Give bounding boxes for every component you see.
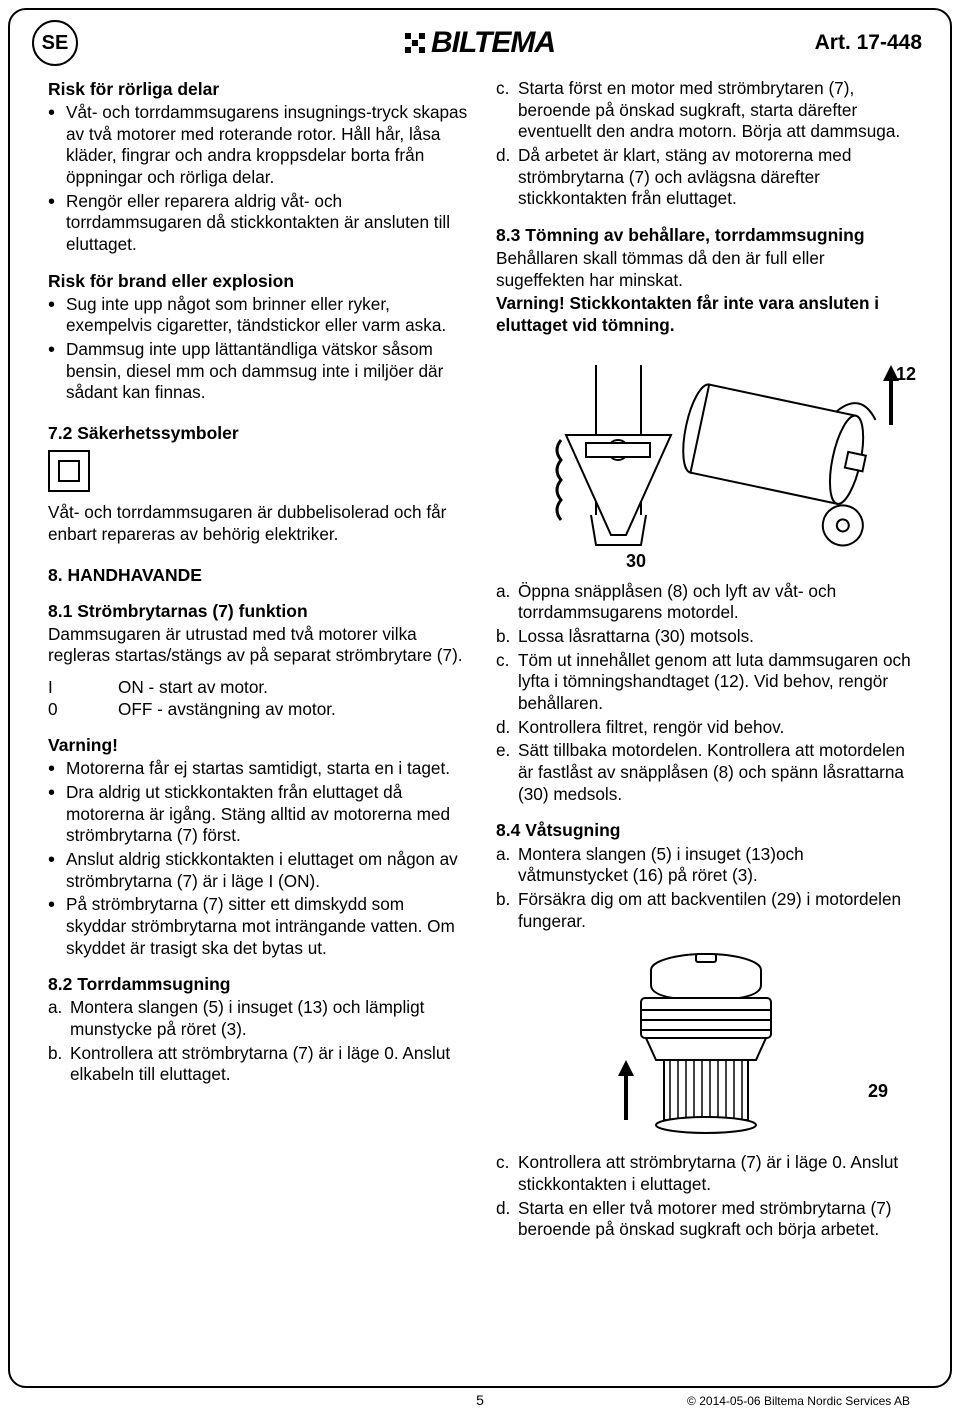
list-wet-vac-cont: c.Kontrollera att strömbrytarna (7) är i… bbox=[496, 1152, 916, 1241]
list-moving-parts: Våt- och torrdammsugarens insugnings-try… bbox=[48, 102, 468, 256]
list-item: d.Då arbetet är klart, stäng av motorern… bbox=[518, 145, 916, 210]
list-item: På strömbrytarna (7) sitter ett dimskydd… bbox=[66, 894, 468, 959]
list-item: b.Försäkra dig om att backventilen (29) … bbox=[518, 889, 916, 932]
list-item: Sug inte upp något som brinner eller ryk… bbox=[66, 294, 468, 337]
emptying-warning: Varning! Stickkontakten får inte vara an… bbox=[496, 293, 916, 336]
list-item: d.Kontrollera filtret, rengör vid behov. bbox=[518, 717, 916, 739]
switch-val-off: OFF - avstängning av motor. bbox=[118, 699, 336, 721]
right-column: c.Starta först en motor med strömbrytare… bbox=[496, 76, 916, 1243]
list-item: a.Öppna snäpplåsen (8) och lyft av våt- … bbox=[518, 581, 916, 624]
list-dry-vac: a.Montera slangen (5) i insuget (13) och… bbox=[48, 997, 468, 1086]
list-item: Anslut aldrig stickkontakten i eluttaget… bbox=[66, 849, 468, 892]
list-item: d.Starta en eller två motorer med strömb… bbox=[518, 1198, 916, 1241]
copyright: © 2014-05-06 Biltema Nordic Services AB bbox=[687, 1394, 910, 1408]
motor-lift-svg bbox=[556, 940, 856, 1150]
list-item: Våt- och torrdammsugarens insugnings-try… bbox=[66, 102, 468, 189]
page-number: 5 bbox=[476, 1392, 484, 1408]
list-item: a.Montera slangen (5) i insuget (13) och… bbox=[70, 997, 468, 1040]
content-columns: Risk för rörliga delar Våt- och torrdamm… bbox=[10, 72, 950, 1253]
list-item: b.Lossa låsrattarna (30) motsols. bbox=[518, 626, 916, 648]
switch-table: I ON - start av motor. 0 OFF - avstängni… bbox=[48, 677, 468, 720]
table-row: 0 OFF - avstängning av motor. bbox=[48, 699, 468, 721]
brand-logo: BILTEMA bbox=[405, 26, 555, 60]
heading-wet-vac: 8.4 Våtsugning bbox=[496, 819, 916, 841]
list-wet-vac: a.Montera slangen (5) i insuget (13)och … bbox=[496, 844, 916, 933]
safety-text: Våt- och torrdammsugaren är dubbelisoler… bbox=[48, 502, 468, 545]
language-badge: SE bbox=[32, 20, 78, 66]
heading-switches: 8.1 Strömbrytarnas (7) funktion bbox=[48, 600, 468, 622]
list-item: c.Kontrollera att strömbrytarna (7) är i… bbox=[518, 1152, 916, 1195]
list-dry-vac-cont: c.Starta först en motor med strömbrytare… bbox=[496, 78, 916, 210]
callout-30: 30 bbox=[626, 550, 646, 573]
heading-emptying: 8.3 Tömning av behållare, torrdammsugnin… bbox=[496, 224, 916, 246]
list-warning: Motorerna får ej startas samtidigt, star… bbox=[48, 758, 468, 959]
page-header: SE BILTEMA Art. 17-448 bbox=[10, 10, 950, 72]
heading-fire-risk: Risk för brand eller explosion bbox=[48, 270, 468, 292]
switch-key-off: 0 bbox=[48, 699, 118, 721]
double-insulation-icon bbox=[48, 450, 90, 492]
list-item: Dammsug inte upp lättantändliga vätskor … bbox=[66, 339, 468, 404]
list-item: c.Starta först en motor med strömbrytare… bbox=[518, 78, 916, 143]
brand-text: BILTEMA bbox=[431, 26, 555, 60]
heading-handling: 8. HANDHAVANDE bbox=[48, 564, 468, 586]
page-frame: SE BILTEMA Art. 17-448 Risk för rörliga … bbox=[8, 8, 952, 1388]
list-item: a.Montera slangen (5) i insuget (13)och … bbox=[518, 844, 916, 887]
heading-dry-vac: 8.2 Torrdammsugning bbox=[48, 973, 468, 995]
language-code: SE bbox=[42, 32, 69, 55]
heading-warning: Varning! bbox=[48, 734, 468, 756]
vacuum-tilt-svg bbox=[496, 345, 916, 575]
brand-checker-icon bbox=[405, 33, 425, 53]
callout-29: 29 bbox=[868, 1080, 888, 1103]
switch-key-on: I bbox=[48, 677, 118, 699]
table-row: I ON - start av motor. bbox=[48, 677, 468, 699]
list-item: Motorerna får ej startas samtidigt, star… bbox=[66, 758, 468, 780]
article-number: Art. 17-448 bbox=[815, 31, 922, 55]
list-item: Dra aldrig ut stickkontakten från elutta… bbox=[66, 782, 468, 847]
heading-safety-symbols: 7.2 Säkerhetssymboler bbox=[48, 422, 468, 444]
callout-12: 12 bbox=[896, 363, 916, 386]
list-item: b.Kontrollera att strömbrytarna (7) är i… bbox=[70, 1043, 468, 1086]
list-item: c.Töm ut innehållet genom att luta damms… bbox=[518, 650, 916, 715]
diagram-motor-lift: 29 bbox=[496, 940, 916, 1150]
switches-text: Dammsugaren är utrustad med två motorer … bbox=[48, 624, 468, 667]
left-column: Risk för rörliga delar Våt- och torrdamm… bbox=[48, 76, 468, 1243]
heading-moving-parts: Risk för rörliga delar bbox=[48, 78, 468, 100]
list-item: e.Sätt tillbaka motordelen. Kontrollera … bbox=[518, 740, 916, 805]
list-emptying: a.Öppna snäpplåsen (8) och lyft av våt- … bbox=[496, 581, 916, 806]
list-fire-risk: Sug inte upp något som brinner eller ryk… bbox=[48, 294, 468, 404]
diagram-tilt: 12 30 bbox=[496, 345, 916, 575]
list-item: Rengör eller reparera aldrig våt- och to… bbox=[66, 191, 468, 256]
emptying-text: Behållaren skall tömmas då den är full e… bbox=[496, 248, 916, 291]
switch-val-on: ON - start av motor. bbox=[118, 677, 268, 699]
